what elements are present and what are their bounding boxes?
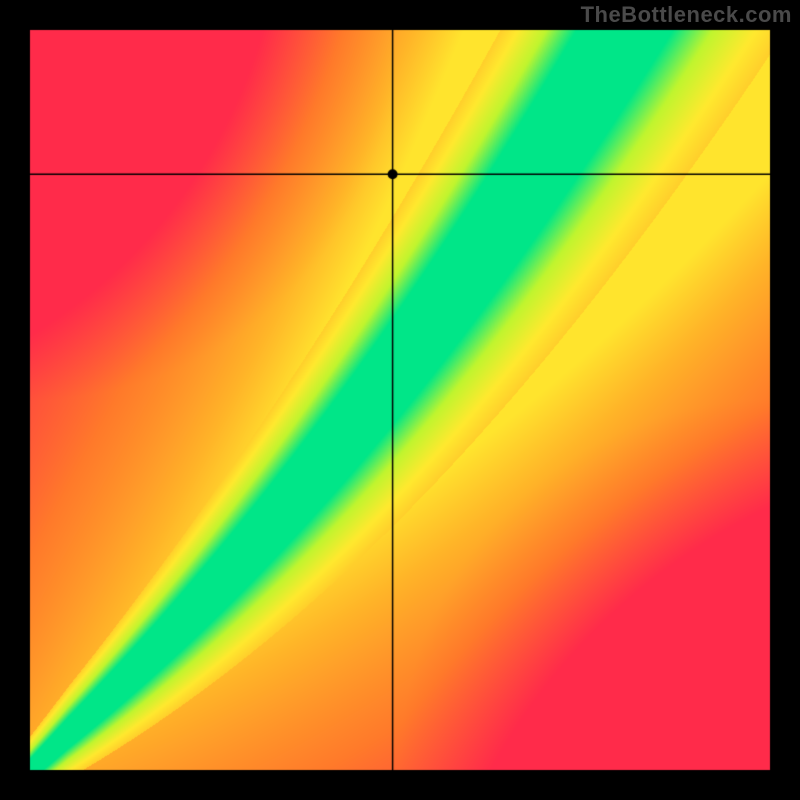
watermark-text: TheBottleneck.com bbox=[581, 2, 792, 28]
chart-container: TheBottleneck.com bbox=[0, 0, 800, 800]
heatmap-canvas bbox=[0, 0, 800, 800]
